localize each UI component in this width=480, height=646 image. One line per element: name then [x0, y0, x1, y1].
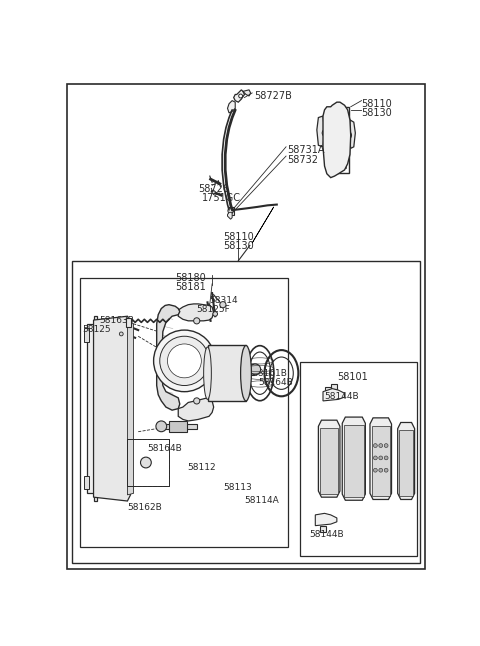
Text: 58110: 58110	[223, 231, 253, 242]
Polygon shape	[178, 304, 214, 321]
Polygon shape	[127, 322, 133, 495]
Polygon shape	[370, 418, 392, 499]
Circle shape	[228, 208, 233, 213]
Polygon shape	[163, 424, 197, 429]
Circle shape	[220, 302, 226, 307]
Circle shape	[336, 122, 345, 131]
Text: 58164B: 58164B	[258, 378, 293, 387]
Bar	[72, 261, 420, 563]
Text: 1751GC: 1751GC	[202, 193, 241, 203]
Polygon shape	[84, 328, 89, 342]
Polygon shape	[317, 116, 324, 147]
Polygon shape	[228, 101, 235, 113]
Polygon shape	[399, 430, 413, 496]
Circle shape	[322, 129, 330, 137]
Polygon shape	[156, 305, 180, 410]
Polygon shape	[237, 364, 254, 375]
Polygon shape	[94, 317, 131, 501]
Polygon shape	[324, 387, 331, 391]
Circle shape	[384, 444, 388, 448]
Text: 58164B: 58164B	[147, 444, 182, 453]
Text: 58161B: 58161B	[252, 369, 287, 377]
Text: 58181: 58181	[175, 282, 206, 293]
Polygon shape	[372, 426, 390, 496]
Polygon shape	[207, 346, 246, 401]
Text: 58125: 58125	[83, 326, 111, 335]
Circle shape	[379, 456, 383, 460]
Text: 58731A: 58731A	[287, 145, 324, 155]
Text: 58727B: 58727B	[254, 91, 291, 101]
Text: 58144B: 58144B	[324, 391, 359, 401]
Text: 58162B: 58162B	[127, 503, 162, 512]
Polygon shape	[87, 317, 96, 501]
Circle shape	[160, 336, 209, 386]
Circle shape	[239, 94, 242, 98]
Circle shape	[213, 311, 217, 317]
Text: 58163B: 58163B	[100, 317, 134, 325]
Circle shape	[379, 468, 383, 472]
Polygon shape	[234, 90, 244, 102]
Circle shape	[373, 468, 377, 472]
Circle shape	[373, 444, 377, 448]
Polygon shape	[349, 120, 355, 149]
Ellipse shape	[240, 346, 252, 401]
Circle shape	[156, 421, 167, 432]
Circle shape	[344, 131, 351, 139]
Circle shape	[331, 149, 340, 158]
Polygon shape	[214, 367, 248, 371]
Text: 58110: 58110	[361, 99, 392, 109]
Circle shape	[384, 456, 388, 460]
Circle shape	[120, 332, 123, 336]
Circle shape	[373, 456, 377, 460]
Circle shape	[168, 344, 201, 378]
Text: 58101: 58101	[337, 371, 368, 382]
Polygon shape	[315, 514, 337, 526]
Bar	[300, 362, 417, 556]
Text: 58314: 58314	[209, 297, 238, 305]
Polygon shape	[169, 421, 188, 432]
Ellipse shape	[204, 347, 211, 399]
Polygon shape	[398, 422, 415, 499]
Text: 58732: 58732	[287, 154, 318, 165]
Circle shape	[193, 398, 200, 404]
Polygon shape	[228, 207, 234, 214]
Text: 58726: 58726	[198, 183, 229, 194]
Polygon shape	[84, 475, 89, 490]
Polygon shape	[331, 111, 346, 169]
Polygon shape	[323, 389, 345, 401]
Polygon shape	[252, 207, 274, 243]
Polygon shape	[243, 90, 251, 96]
Text: 58114A: 58114A	[244, 496, 279, 505]
Circle shape	[384, 468, 388, 472]
Circle shape	[141, 457, 151, 468]
Circle shape	[212, 191, 215, 194]
Text: 58112: 58112	[188, 463, 216, 472]
Circle shape	[154, 330, 215, 391]
Polygon shape	[331, 384, 337, 389]
Text: 58144B: 58144B	[309, 530, 344, 539]
Text: 58125F: 58125F	[197, 306, 230, 315]
Bar	[127, 439, 169, 486]
Polygon shape	[320, 428, 338, 494]
Circle shape	[250, 364, 261, 375]
Text: 58113: 58113	[223, 483, 252, 492]
Polygon shape	[126, 318, 131, 327]
Polygon shape	[318, 420, 340, 497]
Polygon shape	[342, 417, 365, 500]
Circle shape	[379, 444, 383, 448]
Circle shape	[193, 318, 200, 324]
Polygon shape	[320, 526, 326, 532]
Text: 58130: 58130	[223, 241, 253, 251]
Polygon shape	[344, 425, 364, 497]
Polygon shape	[178, 398, 214, 421]
Circle shape	[336, 149, 345, 158]
Text: 58180: 58180	[175, 273, 206, 283]
Bar	[80, 278, 288, 547]
Polygon shape	[323, 102, 351, 178]
Text: 58130: 58130	[361, 109, 392, 118]
Circle shape	[331, 122, 340, 131]
Polygon shape	[228, 213, 232, 219]
